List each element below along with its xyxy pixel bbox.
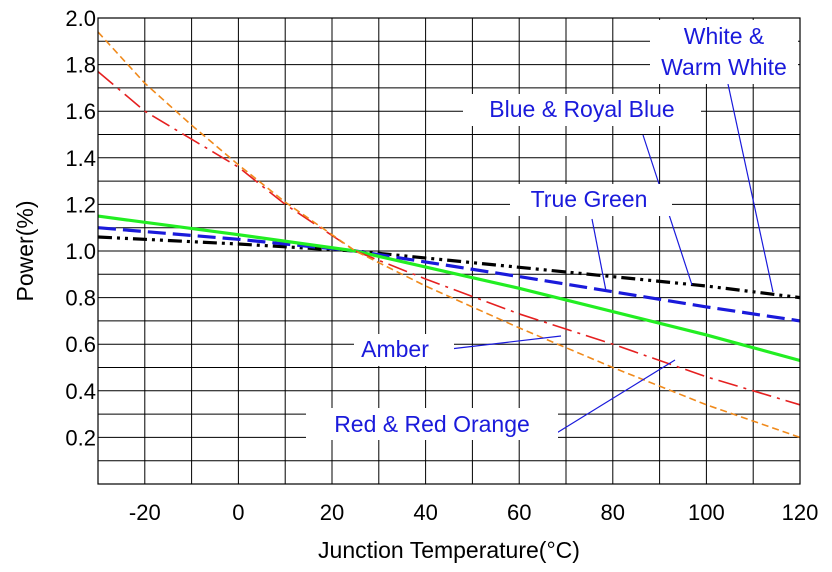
y-axis-title: Power(%) xyxy=(12,201,38,302)
annotation-label-white: Warm White xyxy=(661,54,787,80)
series-line-4 xyxy=(97,31,801,439)
x-tick-label: 20 xyxy=(320,500,344,525)
annotation-bg-green xyxy=(510,184,672,216)
annotation-bg-blue xyxy=(463,94,701,126)
y-tick-label: 0.6 xyxy=(65,332,96,357)
annotation-bg-red xyxy=(306,408,558,440)
annotation-label-red: Red & Red Orange xyxy=(334,411,530,437)
series-line-3 xyxy=(97,70,801,406)
annotation-label-amber: Amber xyxy=(361,336,429,362)
annotation-label-white: White & xyxy=(684,23,765,49)
annotation-label-blue: Blue & Royal Blue xyxy=(489,96,674,122)
x-tick-label: 60 xyxy=(507,500,531,525)
series-line-1 xyxy=(97,226,801,323)
annotations: White & Warm White Blue & Royal Blue True G… xyxy=(306,20,798,440)
leader-line-green xyxy=(591,218,607,292)
series-line-0 xyxy=(97,235,801,300)
y-tick-label: 1.4 xyxy=(65,146,96,171)
leader-line-red xyxy=(554,359,676,435)
x-tick-label: 120 xyxy=(782,500,819,525)
y-tick-label: 2.0 xyxy=(65,6,96,31)
x-tick-label: 100 xyxy=(688,500,725,525)
plot-frame xyxy=(97,17,801,485)
leader-line-amber xyxy=(449,335,562,350)
annotation-bg-amber xyxy=(354,334,454,366)
y-tick-label: 1.8 xyxy=(65,53,96,78)
x-tick-labels: -20 0 20 40 60 80 100 120 xyxy=(129,500,818,525)
leader-line-white xyxy=(727,83,774,293)
x-tick-label: 40 xyxy=(413,500,437,525)
y-tick-label: 1.0 xyxy=(65,239,96,264)
series-lines xyxy=(97,31,801,439)
annotation-bg-white xyxy=(650,20,798,84)
annotation-label-green: True Green xyxy=(531,186,648,212)
y-tick-labels: 0.2 0.4 0.6 0.8 1.0 1.2 1.4 1.6 1.8 2.0 xyxy=(65,6,96,450)
y-tick-label: 1.6 xyxy=(65,99,96,124)
series-line-2 xyxy=(97,214,801,363)
x-tick-label: -20 xyxy=(129,500,161,525)
x-axis-title: Junction Temperature(°C) xyxy=(318,537,580,563)
y-tick-label: 0.2 xyxy=(65,425,96,450)
y-tick-label: 0.8 xyxy=(65,286,96,311)
x-tick-label: 0 xyxy=(232,500,244,525)
y-tick-label: 1.2 xyxy=(65,192,96,217)
x-tick-label: 80 xyxy=(601,500,625,525)
y-tick-label: 0.4 xyxy=(65,379,96,404)
